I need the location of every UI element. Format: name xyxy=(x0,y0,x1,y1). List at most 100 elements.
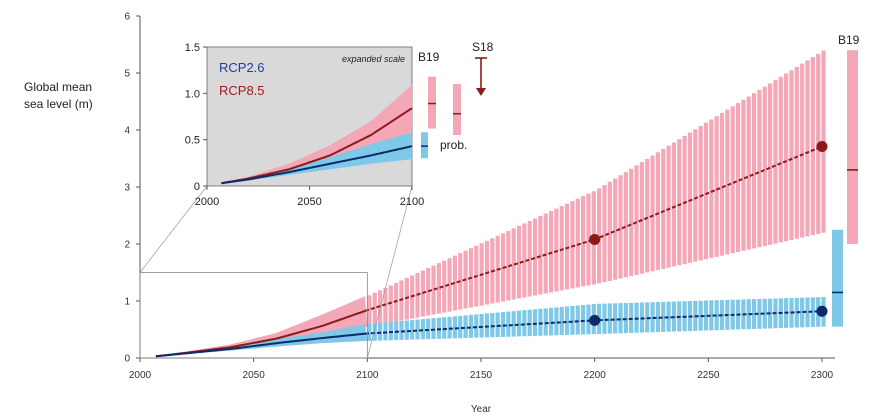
rcp26-band-stripe xyxy=(394,321,399,341)
rcp85-band-stripe xyxy=(810,57,815,236)
rcp85-band-stripe xyxy=(650,155,655,272)
rcp85-band-stripe xyxy=(602,185,607,283)
rcp85-band-stripe xyxy=(784,73,789,242)
rcp85-band-stripe xyxy=(655,152,661,271)
rcp85-band-stripe xyxy=(789,70,794,240)
y-tick-label: 1 xyxy=(124,297,130,308)
inset-plot: 0 0.5 1.0 1.5 2000 2050 2100 RCP2.6 RCP8.5 expand… xyxy=(139,40,494,359)
rcp26-band-stripe xyxy=(538,308,543,336)
rcp26-band-stripe xyxy=(479,313,484,338)
rcp26-band-stripe xyxy=(410,320,415,340)
zoom-connector-right xyxy=(366,185,413,359)
rcp26-band-stripe xyxy=(388,321,393,341)
rcp85-band-stripe xyxy=(516,225,522,299)
rcp85-band-stripe xyxy=(639,162,644,274)
x-tick-label: 2000 xyxy=(129,370,152,381)
rcp85-band-stripe xyxy=(634,165,639,275)
rcp26-band-stripe xyxy=(458,315,463,339)
rcp85-band-stripe xyxy=(794,66,799,239)
rcp85-band-stripe xyxy=(452,255,458,311)
x-tick-label: 2100 xyxy=(356,370,379,381)
rcp26-band-stripe xyxy=(650,302,655,333)
rcp85-band-stripe xyxy=(522,223,527,298)
rcp85-band-stripe xyxy=(719,112,725,256)
rcp26-band-stripe xyxy=(762,298,767,329)
rcp26-band-stripe xyxy=(564,306,570,335)
inset-x-tick-label: 2050 xyxy=(297,196,321,208)
inset-x-tick-label: 2000 xyxy=(195,196,219,208)
rcp85-band-stripe xyxy=(586,193,591,286)
rcp85-band-stripe xyxy=(746,96,751,250)
rcp26-band-stripe xyxy=(452,316,458,339)
rcp85-band-stripe xyxy=(575,198,580,288)
s18-arrowhead xyxy=(476,88,486,96)
rcp85-band-stripe xyxy=(730,106,735,254)
rcp26-band-stripe xyxy=(623,302,628,334)
rcp26-band-stripe xyxy=(709,300,714,331)
inset-y-tick-label: 0 xyxy=(194,181,200,193)
rcp85-band-stripe xyxy=(532,218,538,296)
rcp26-band-stripe xyxy=(516,310,522,337)
inset-annotation: expanded scale xyxy=(342,54,405,64)
rcp26-band-stripe xyxy=(805,297,810,328)
y-tick-label: 2 xyxy=(124,240,130,251)
inset-rcp26-line xyxy=(221,145,413,185)
x-axis-title: Year xyxy=(471,404,492,415)
rcp85-band-stripe xyxy=(431,265,436,315)
rcp85-band-stripe xyxy=(735,103,741,253)
rcp26-band-stripe xyxy=(607,303,612,334)
rcp85-band-stripe xyxy=(677,139,682,266)
rcp85-band-stripe xyxy=(548,211,554,293)
rcp26-band-stripe xyxy=(372,323,377,341)
rcp26-band-stripe xyxy=(548,307,554,336)
main-plot: 0 1 2 3 4 5 6 2000 2050 2100 2150 2200 2250 2300 Globa… xyxy=(24,12,860,416)
rcp85-band-stripe xyxy=(629,168,634,277)
rcp85-band-stripe xyxy=(687,132,693,263)
rcp26-band-stripe xyxy=(404,320,409,340)
rcp85-band-stripe xyxy=(661,149,666,269)
rcp85-band-stripe xyxy=(703,122,709,260)
x-tick-label: 2200 xyxy=(584,370,607,381)
rcp26-band-stripe xyxy=(757,298,762,329)
rcp85-band-stripe xyxy=(447,258,452,312)
rcp85-band-stripe xyxy=(554,208,559,292)
rcp85-band-stripe xyxy=(671,142,677,267)
inset-x-tick-label: 2100 xyxy=(400,196,424,208)
rcp26-band-stripe xyxy=(575,305,580,335)
rcp85-band-stripe xyxy=(682,135,687,265)
rcp85-band-stripe xyxy=(698,126,703,261)
inset-side-bar-1 xyxy=(421,132,428,159)
inset-prob-label: prob. xyxy=(440,138,467,152)
y-tick-label: 5 xyxy=(124,69,130,80)
rcp26-band-stripe xyxy=(399,320,404,340)
rcp85-band-stripe xyxy=(805,60,810,237)
legend-rcp26: RCP2.6 xyxy=(219,60,265,75)
side-bar-rcp26 xyxy=(832,229,843,327)
rcp26-band-stripe xyxy=(490,313,495,338)
rcp26-band-stripe xyxy=(495,312,500,338)
rcp26-band-stripe xyxy=(751,299,757,329)
rcp85-band-stripe xyxy=(768,83,773,245)
rcp26-band-stripe xyxy=(602,303,607,334)
inset-y-tick-label: 1.5 xyxy=(185,42,200,54)
rcp26-median-line xyxy=(155,332,366,358)
rcp85-band-stripe xyxy=(693,129,698,262)
rcp85-band-stripe xyxy=(538,216,543,295)
x-tick-label: 2300 xyxy=(811,370,834,381)
rcp85-band-stripe xyxy=(800,63,805,238)
rcp26-band-stripe xyxy=(484,313,490,338)
rcp85-band-stripe xyxy=(564,203,570,290)
side-bar-rcp85 xyxy=(847,50,858,245)
rcp85-band-stripe xyxy=(511,228,516,300)
rcp85-band-stripe xyxy=(581,196,586,287)
rcp85-band-stripe xyxy=(597,188,602,284)
rcp85-band-stripe xyxy=(559,206,564,291)
rcp85-band-stripe xyxy=(666,145,671,268)
rcp85-band-stripe xyxy=(426,268,431,316)
rcp26-band-stripe xyxy=(383,322,388,341)
rcp26-band-stripe xyxy=(442,317,447,339)
rcp85-band-stripe xyxy=(709,119,714,259)
rcp26-band-stripe xyxy=(714,300,719,331)
rcp85-marker-2200 xyxy=(589,233,601,245)
x-tick-label: 2050 xyxy=(243,370,266,381)
